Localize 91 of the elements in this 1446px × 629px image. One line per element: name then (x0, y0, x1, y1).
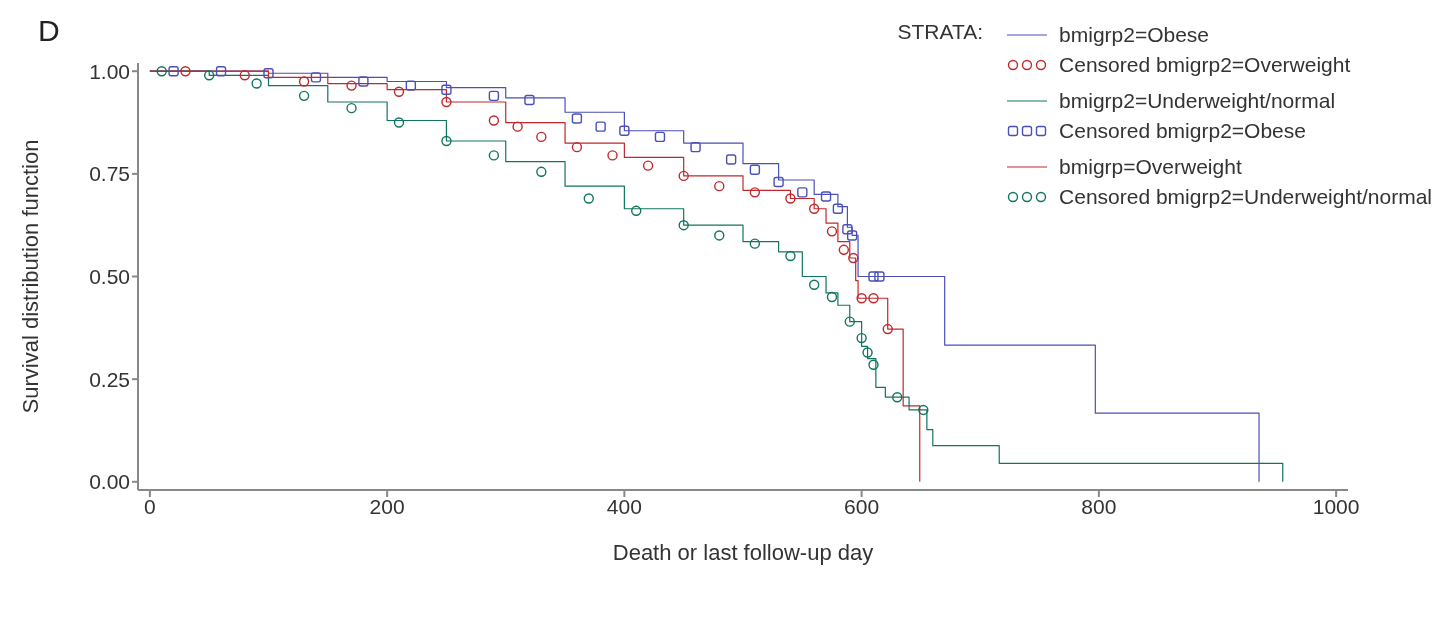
legend-label: Censored bmigrp2=Obese (1059, 119, 1306, 143)
point (874, 271, 885, 282)
point (797, 187, 808, 198)
point (346, 102, 357, 114)
legend-title: STRATA: (897, 20, 984, 45)
point (251, 78, 262, 89)
y-tick-label: 0.00 (89, 470, 130, 494)
x-tick-label: 800 (1081, 494, 1117, 518)
point (358, 76, 369, 87)
x-tick-label: 1000 (1312, 494, 1360, 518)
legend-label: bmigrp2=Underweight/normal (1059, 89, 1336, 113)
point (773, 176, 784, 188)
point (832, 203, 844, 214)
y-tick-label: 0.75 (89, 162, 130, 186)
point (536, 166, 547, 177)
point (838, 244, 850, 256)
point (310, 72, 322, 83)
point (820, 191, 832, 202)
point (488, 90, 500, 102)
point (571, 113, 583, 124)
point (524, 94, 535, 106)
point (826, 226, 838, 237)
point (607, 150, 618, 161)
point (868, 293, 879, 304)
point (826, 291, 838, 303)
point (654, 131, 666, 143)
chart-title: D (38, 14, 60, 48)
point (882, 323, 893, 335)
y-tick-label: 1.00 (89, 59, 130, 83)
point (749, 164, 761, 175)
point (714, 230, 725, 241)
point (298, 90, 310, 102)
point (405, 80, 417, 91)
point (298, 76, 310, 87)
point (239, 70, 250, 81)
point (441, 96, 452, 108)
point (536, 131, 547, 143)
x-tick-label: 400 (606, 494, 642, 518)
point (844, 316, 855, 327)
point (856, 332, 867, 344)
point (714, 180, 725, 192)
point (862, 347, 873, 358)
point (868, 359, 879, 370)
legend-label: bmigrp=Overweight (1059, 155, 1242, 179)
point (393, 117, 405, 128)
point (441, 135, 452, 147)
x-tick-label: 600 (844, 494, 880, 518)
point (512, 121, 523, 132)
point (749, 238, 761, 249)
point (725, 154, 737, 165)
point (393, 86, 405, 97)
point (749, 187, 761, 198)
point (642, 160, 654, 171)
point (690, 141, 701, 153)
point (678, 170, 689, 182)
point (595, 121, 606, 132)
legend-label: bmigrp2=Obese (1059, 23, 1210, 47)
point (168, 66, 179, 77)
x-tick-label: 0 (144, 494, 156, 518)
point (808, 279, 820, 290)
point (846, 230, 858, 241)
point (583, 193, 594, 204)
point (619, 125, 630, 136)
point (156, 66, 167, 77)
y-axis-title: Survival distribution function (17, 139, 43, 414)
legend-label: Censored bmigrp2=Underweight/normal (1059, 185, 1432, 209)
point (842, 224, 853, 235)
point (631, 205, 642, 217)
x-axis-title: Death or last follow-up day (612, 540, 874, 565)
point (488, 150, 500, 161)
point (180, 66, 191, 77)
point (856, 293, 867, 304)
point (868, 271, 879, 282)
point (203, 70, 215, 81)
point (263, 68, 274, 79)
y-tick-label: 0.25 (89, 367, 130, 391)
point (785, 193, 796, 204)
point (215, 66, 227, 77)
y-tick-label: 0.50 (89, 264, 130, 288)
point (785, 250, 796, 262)
point (441, 84, 452, 95)
point (678, 219, 689, 231)
x-tick-label: 200 (369, 494, 405, 518)
point (848, 252, 859, 264)
legend-label: Censored bmigrp2=Overweight (1059, 53, 1351, 77)
point (892, 392, 903, 403)
point (808, 203, 820, 214)
point (346, 80, 357, 91)
point (918, 404, 929, 416)
point (488, 115, 500, 126)
point (571, 141, 583, 153)
